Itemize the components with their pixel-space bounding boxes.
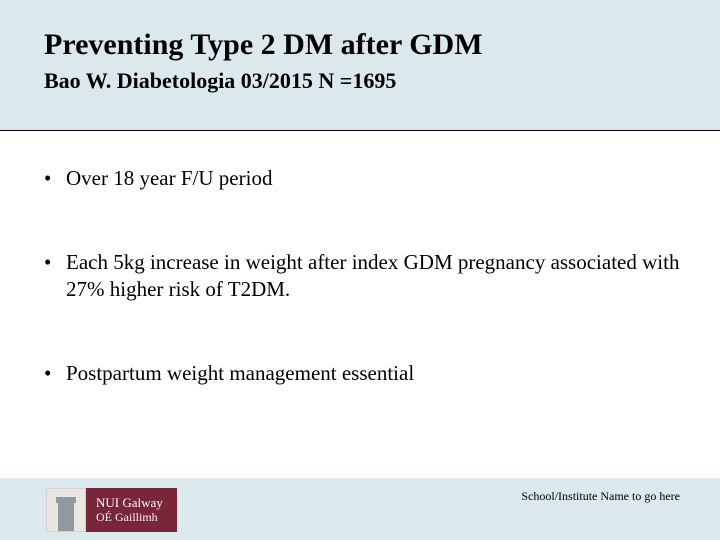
list-item: • Each 5kg increase in weight after inde… (44, 249, 684, 302)
logo: NUI Galway OÉ Gaillimh (46, 488, 177, 532)
bullet-text: Postpartum weight management essential (66, 360, 684, 386)
bullet-icon: • (44, 360, 66, 386)
list-item: • Over 18 year F/U period (44, 165, 684, 191)
logo-text: NUI Galway OÉ Gaillimh (86, 488, 177, 532)
header-band (0, 0, 720, 130)
slide-title: Preventing Type 2 DM after GDM (44, 28, 483, 62)
logo-line1: NUI Galway (96, 496, 163, 510)
list-item: • Postpartum weight management essential (44, 360, 684, 386)
crest-icon (46, 488, 86, 532)
bullet-icon: • (44, 249, 66, 275)
bullet-text: Each 5kg increase in weight after index … (66, 249, 684, 302)
slide: Preventing Type 2 DM after GDM Bao W. Di… (0, 0, 720, 540)
bullet-icon: • (44, 165, 66, 191)
bullet-text: Over 18 year F/U period (66, 165, 684, 191)
body-content: • Over 18 year F/U period • Each 5kg inc… (44, 165, 684, 386)
logo-line2: OÉ Gaillimh (96, 511, 163, 524)
divider (0, 130, 720, 131)
slide-subtitle: Bao W. Diabetologia 03/2015 N =1695 (44, 68, 396, 94)
footer-note: School/Institute Name to go here (521, 489, 680, 504)
